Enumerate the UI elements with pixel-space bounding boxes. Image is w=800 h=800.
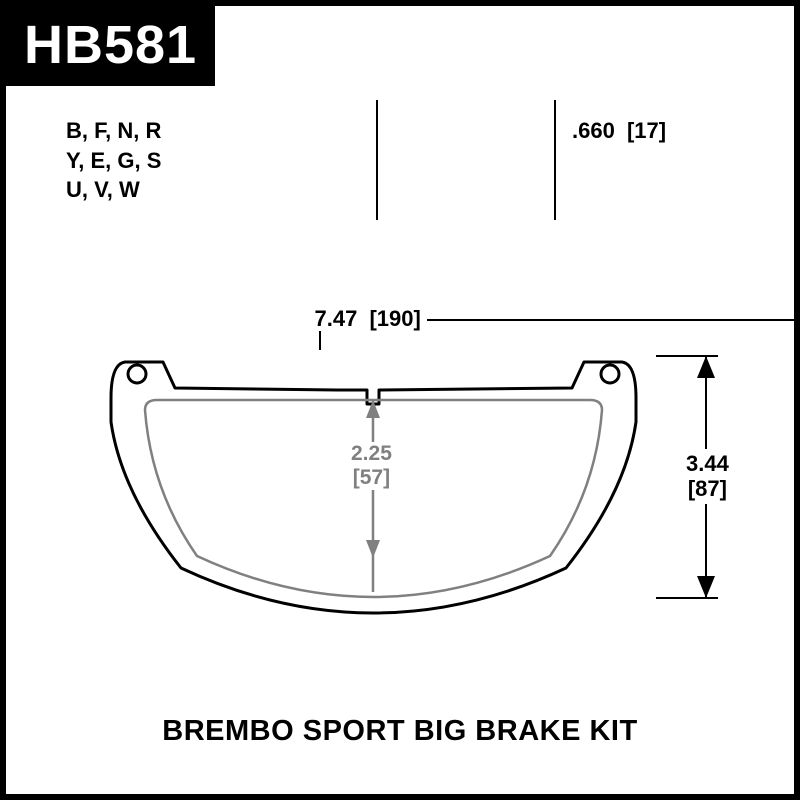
- codes-line: U, V, W: [66, 175, 161, 205]
- part-number: HB581: [24, 15, 197, 75]
- footer-title: BREMBO SPORT BIG BRAKE KIT: [6, 715, 794, 748]
- width-dim-label: 7.47 [190]: [309, 306, 427, 331]
- height-mm: [87]: [686, 476, 729, 501]
- divider-2: [554, 100, 556, 220]
- compound-codes: B, F, N, R Y, E, G, S U, V, W: [66, 116, 161, 205]
- thickness-dim: .660 [17]: [572, 118, 666, 144]
- thickness-mm: [17]: [627, 118, 666, 143]
- codes-line: Y, E, G, S: [66, 146, 161, 176]
- codes-line: B, F, N, R: [66, 116, 161, 146]
- diagram-page: HB581 B, F, N, R Y, E, G, S U, V, W .660…: [0, 0, 800, 800]
- title-bar: HB581: [6, 6, 215, 86]
- inner-mm: [57]: [351, 466, 392, 490]
- width-in: 7.47: [315, 306, 358, 331]
- height-dim-label: 3.44 [87]: [682, 449, 733, 504]
- height-dim-arrows: [646, 326, 766, 726]
- thickness-in: .660: [572, 118, 615, 143]
- inner-in: 2.25: [351, 442, 392, 466]
- inner-dim-label: 2.25 [57]: [351, 442, 392, 490]
- footer-text: BREMBO SPORT BIG BRAKE KIT: [162, 715, 637, 747]
- height-in: 3.44: [686, 451, 729, 476]
- width-mm: [190]: [369, 306, 420, 331]
- divider-1: [376, 100, 378, 220]
